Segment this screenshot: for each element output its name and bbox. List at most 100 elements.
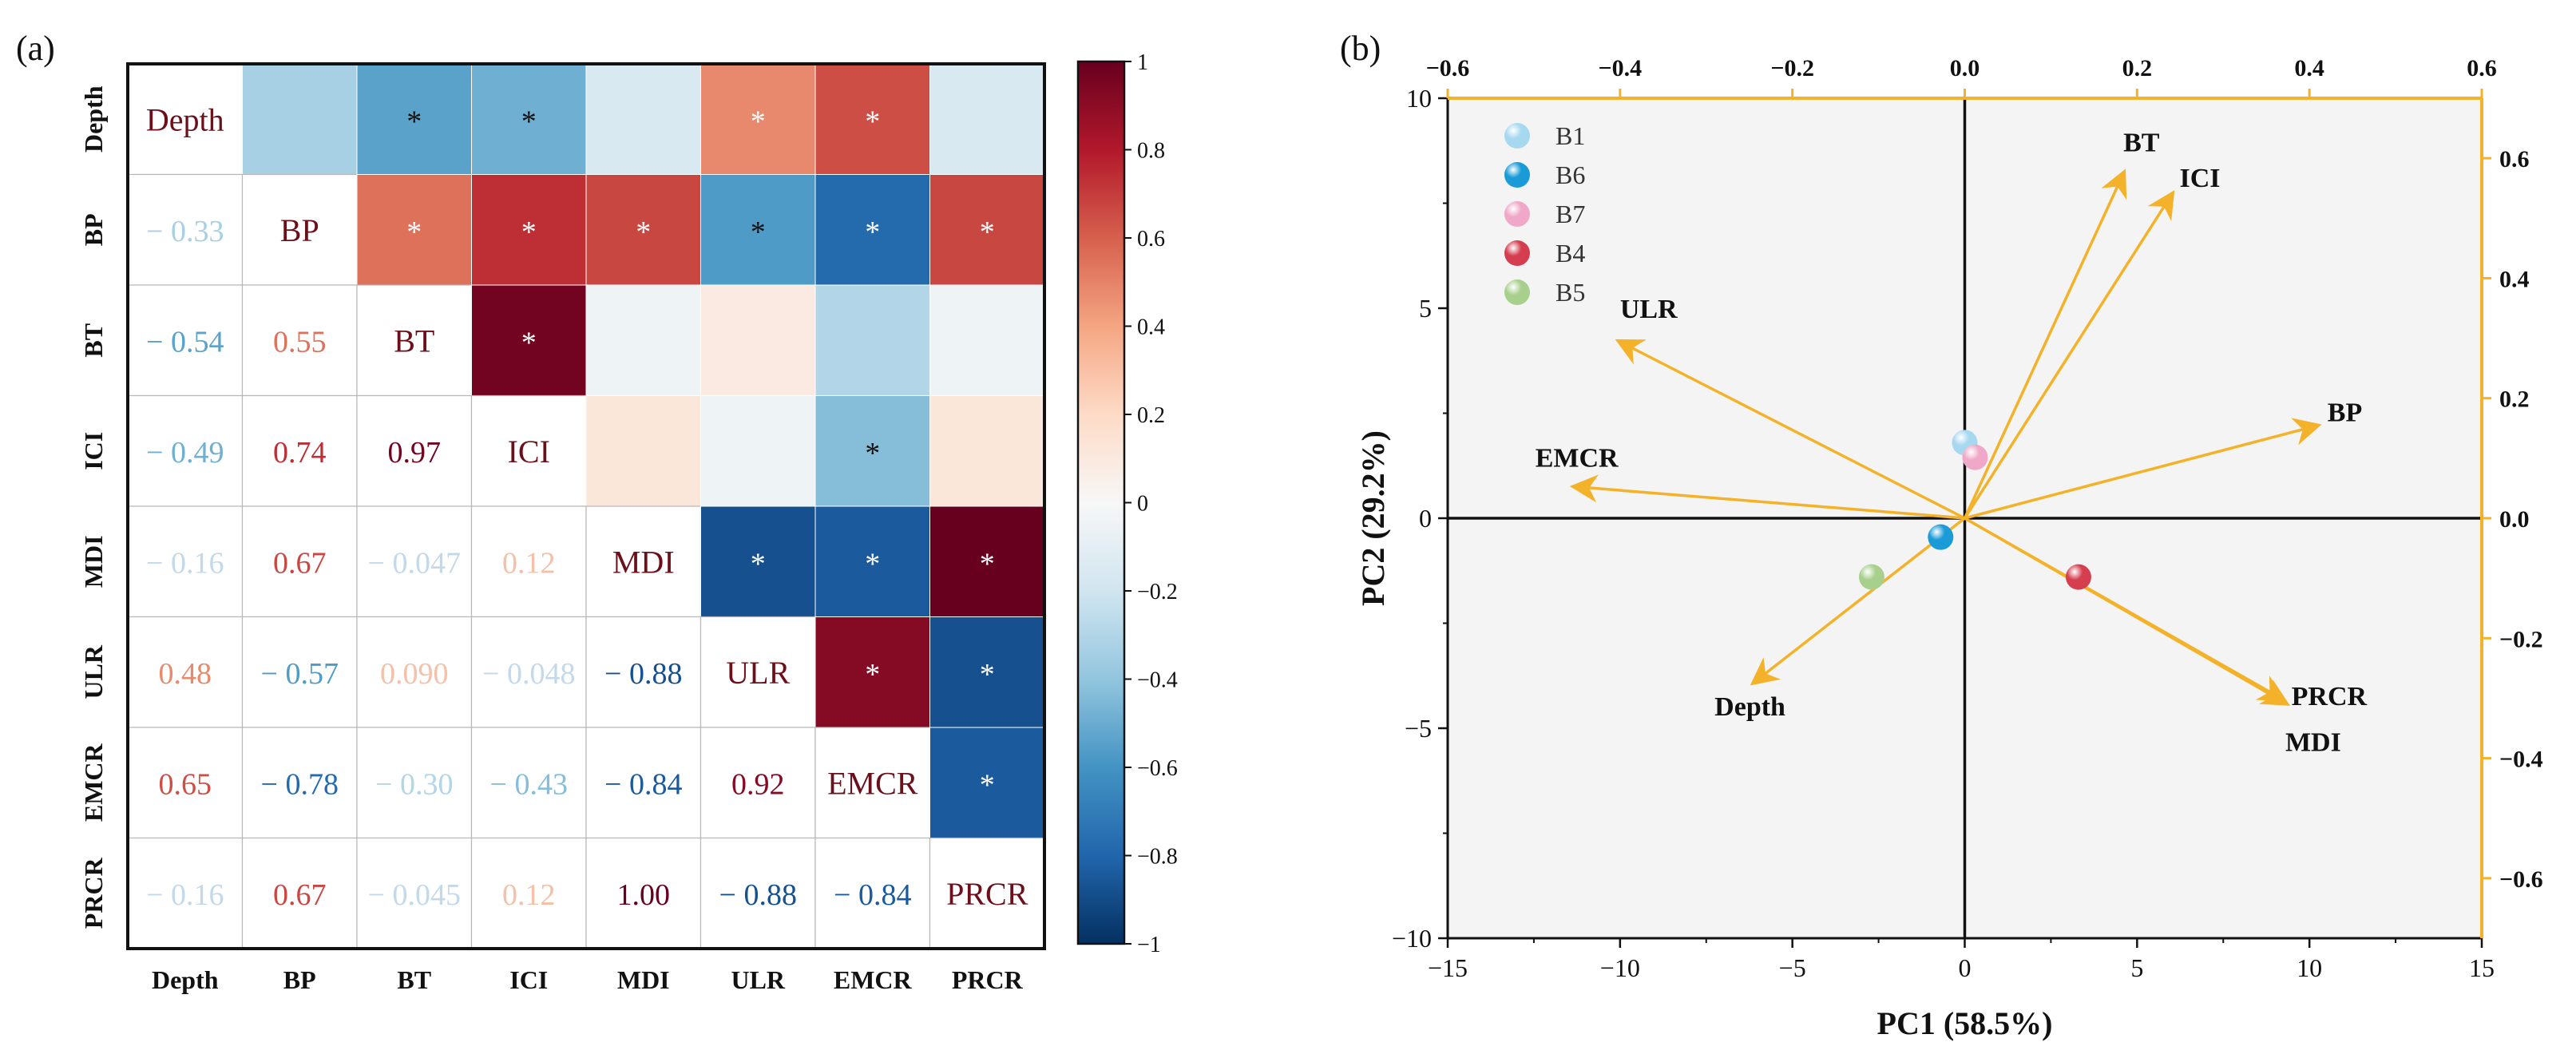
loading-label: BP: [2328, 398, 2362, 427]
right-tick-label: −0.2: [2499, 626, 2543, 652]
legend-marker: [1504, 240, 1530, 266]
y-axis-label: BP: [79, 213, 108, 246]
heatmap-cell: [929, 63, 1045, 175]
colorbar-tick-label: −0.4: [1137, 668, 1178, 693]
y-tick-label: 5: [1419, 294, 1432, 323]
x-tick-label: 15: [2469, 953, 2495, 982]
significance-star: *: [865, 437, 880, 470]
top-tick-label: 0.2: [2122, 55, 2153, 81]
heatmap-cell: [700, 63, 816, 175]
heatmap-cell: [814, 63, 930, 175]
diagonal-label: Depth: [146, 101, 224, 137]
x-tick-label: −5: [1779, 953, 1806, 982]
x-axis-title: PC1 (58.5%): [1877, 1005, 2053, 1041]
colorbar-tick-label: 0.4: [1137, 315, 1165, 340]
panel-label-a: (a): [16, 29, 55, 68]
heatmap-cell: [814, 616, 930, 728]
top-tick-label: −0.6: [1426, 55, 1470, 81]
correlation-value: − 0.54: [146, 325, 224, 359]
significance-star: *: [865, 216, 880, 249]
correlation-value: 0.97: [388, 436, 442, 470]
legend-label: B4: [1556, 239, 1585, 267]
heatmap-cell: [814, 395, 930, 507]
correlation-value: 0.92: [731, 767, 785, 801]
heatmap-cell: [356, 63, 472, 175]
heatmap-cell: [127, 63, 244, 176]
heatmap-cell: [470, 394, 587, 507]
x-axis-label: MDI: [617, 965, 670, 994]
top-tick-label: 0.6: [2467, 55, 2497, 81]
significance-star: *: [636, 216, 651, 249]
x-tick-label: −10: [1600, 953, 1640, 982]
colorbar-tick-label: −0.8: [1137, 845, 1178, 870]
correlation-value: − 0.16: [146, 546, 224, 580]
heatmap-cell: [700, 284, 816, 396]
significance-star: *: [865, 105, 880, 138]
heatmap-cell: [242, 63, 358, 175]
heatmap-cell: [127, 616, 244, 728]
diagonal-label: ICI: [508, 434, 550, 470]
heatmap-cell: [814, 284, 930, 396]
heatmap-cell: [929, 727, 1045, 838]
significance-star: *: [865, 658, 880, 691]
correlation-value: 0.67: [273, 878, 327, 912]
colorbar-tick-label: 0.2: [1137, 403, 1165, 428]
x-axis-label: BT: [397, 965, 431, 994]
diagonal-label: EMCR: [827, 765, 918, 801]
y-axis-label: EMCR: [79, 743, 108, 822]
colorbar-tick-label: −1: [1137, 933, 1161, 957]
sample-point: [1962, 444, 1988, 470]
correlation-value: − 0.84: [604, 767, 682, 801]
correlation-value: 0.090: [380, 657, 449, 691]
legend-label: B5: [1556, 278, 1585, 307]
y-axis-label: PRCR: [79, 857, 108, 929]
colorbar-tick-label: 0.6: [1137, 227, 1165, 252]
loading-label: EMCR: [1536, 444, 1619, 474]
correlation-heatmap-panel: (a) Depth * * * * − 0.33 BP * * * * * * − 0.54 0.55 BT * −…: [16, 29, 1178, 994]
heatmap-cell: [585, 395, 701, 507]
loading-label: BT: [2123, 129, 2160, 158]
heatmap-cell: [929, 174, 1045, 286]
correlation-value: − 0.88: [719, 878, 797, 912]
y-tick-label: 0: [1419, 504, 1432, 533]
y-axis-label: ULR: [79, 644, 108, 699]
significance-star: *: [751, 547, 766, 581]
correlation-value: − 0.047: [368, 546, 461, 580]
heatmap-cell: [929, 395, 1045, 507]
heatmap-cell: [127, 505, 244, 618]
heatmap-cell: [127, 173, 244, 286]
y-tick-label: −10: [1392, 924, 1432, 953]
loading-arrow: [1750, 517, 1966, 686]
right-tick-label: 0.2: [2499, 386, 2530, 413]
legend-label: B6: [1556, 160, 1585, 189]
significance-star: *: [980, 768, 995, 802]
correlation-value: − 0.49: [146, 436, 224, 470]
correlation-value: − 0.045: [368, 878, 461, 912]
correlation-value: 1.00: [617, 878, 671, 912]
top-tick-label: 0.4: [2294, 55, 2324, 81]
colorbar-tick-label: 1: [1137, 50, 1148, 75]
right-tick-label: −0.6: [2499, 866, 2543, 893]
y-axis-label: ICI: [79, 432, 108, 470]
heatmap-cell: [471, 284, 587, 396]
diagonal-label: ULR: [726, 655, 790, 691]
y-axis-label: BT: [79, 323, 108, 358]
diagonal-label: BP: [280, 212, 319, 248]
heatmap-cell: [585, 727, 702, 839]
loading-label: ICI: [2180, 164, 2221, 193]
x-tick-label: −15: [1428, 953, 1468, 982]
x-axis-label: ICI: [509, 965, 548, 994]
heatmap-cell: [814, 505, 930, 617]
colorbar-tick-label: 0.8: [1137, 139, 1165, 164]
x-axis-label: ULR: [731, 965, 785, 994]
significance-star: *: [865, 547, 880, 581]
loading-label: ULR: [1620, 295, 1678, 324]
heatmap-cell: [470, 727, 587, 839]
heatmap-cell: [585, 837, 702, 949]
heatmap-cell: [929, 284, 1045, 396]
colorbar-tick-label: 0: [1137, 492, 1148, 517]
correlation-value: − 0.78: [261, 767, 339, 801]
right-tick-label: 0.6: [2499, 146, 2530, 172]
y-axis-label: MDI: [79, 535, 108, 588]
